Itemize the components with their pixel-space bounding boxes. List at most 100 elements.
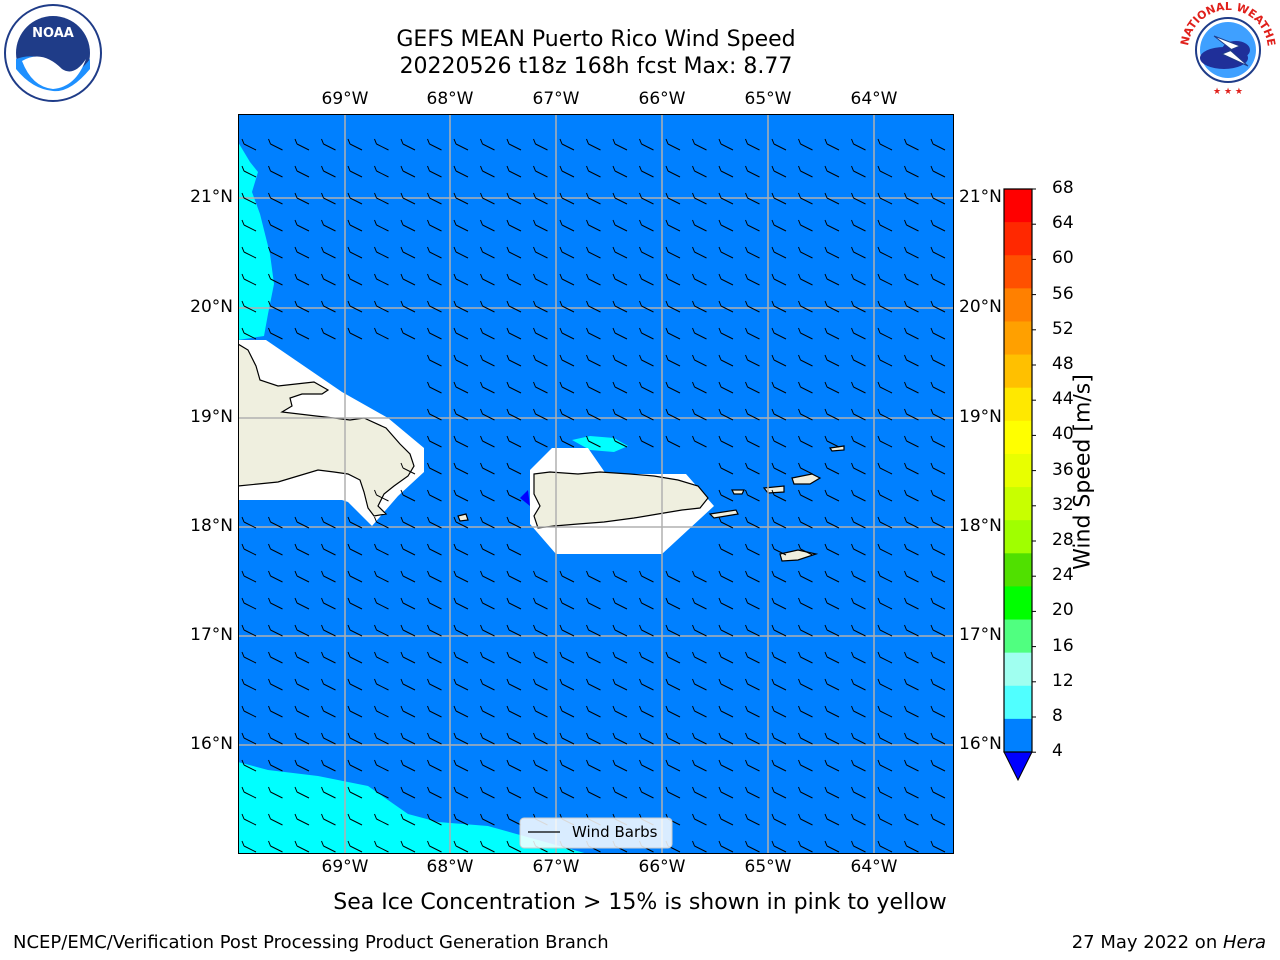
wind-barb [347,192,363,205]
lat-right-label: 19°N [959,407,1002,427]
colorbar-tick-label: 56 [1052,283,1074,304]
wind-barb [347,516,363,529]
wind-barb [374,273,389,286]
lat-left-label: 20°N [190,297,233,317]
wind-barb [718,192,734,205]
wind-barb [400,813,416,826]
wind-barb [321,192,336,205]
wind-barb [639,786,654,799]
wind-barb [904,435,919,448]
wind-barb [930,435,946,448]
wind-barb [268,732,283,745]
wind-barb [321,300,336,313]
wind-barb [718,138,734,151]
wind-barb [771,489,787,502]
wind-barb [533,759,548,772]
wind-barb [877,624,893,637]
wind-barb [374,624,389,637]
wind-barb [294,192,310,205]
wind-barb [692,219,707,232]
wind-barb [268,273,283,286]
wind-barb [930,219,946,232]
wind-barb [612,759,628,772]
wind-barb [559,408,575,421]
wind-barb [639,597,654,610]
wind-barb [904,813,919,826]
wind-barb [745,192,760,205]
wind-barb [321,786,336,799]
wind-barb [904,516,919,529]
wind-barb [665,759,681,772]
wind-barb [453,246,469,259]
wind-barb [268,759,283,772]
wind-barb [665,192,681,205]
wind-barb [586,408,601,421]
wind-barb [665,597,681,610]
wind-barb [559,138,575,151]
wind-barb [453,705,469,718]
wind-barb [692,165,707,178]
wind-barb [877,273,893,286]
wind-barb [851,462,866,475]
wind-barb [427,543,442,556]
chart-subtitle: 20220526 t18z 168h fcst Max: 8.77 [399,54,793,79]
wind-barb [851,489,866,502]
wind-barb [480,354,495,367]
wind-barb [480,489,495,502]
wind-barb [824,219,840,232]
wind-barb [612,273,628,286]
wind-barb [427,327,442,340]
wind-barb [453,327,469,340]
wind-barb [453,840,469,853]
wind-barb [692,786,707,799]
wind-barb [347,651,363,664]
wind-barb [639,381,654,394]
puerto-rico-land [533,471,709,529]
wind-barb [400,273,416,286]
wind-barb [321,840,336,853]
wind-barb [930,840,946,853]
lat-right-label: 16°N [959,734,1002,754]
wind-barb [374,840,389,853]
wind-barb [798,219,813,232]
lon-top-label: 66°W [638,89,686,109]
wind-barb [771,354,787,367]
wind-barb [480,192,495,205]
wind-barb [559,570,575,583]
wind-barb [533,624,548,637]
wind-barb [559,678,575,691]
wind-barb [824,192,840,205]
wind-barb [453,489,469,502]
wind-barb [374,732,389,745]
wind-barb [930,408,946,421]
wind-barb [745,732,760,745]
wind-barb [824,165,840,178]
noaa-logo: NOAA [2,3,104,107]
wind-barb [533,651,548,664]
wind-barb [692,138,707,151]
wind-barb [665,786,681,799]
wind-barb [904,840,919,853]
wind-barb [427,381,442,394]
date-stamp: 27 May 2022 on Hera [1072,932,1266,953]
wind-barb [612,678,628,691]
wind-barb [559,273,575,286]
wind-barb [718,678,734,691]
wind-barb [321,165,336,178]
wind-barb [745,381,760,394]
wind-barb [241,543,257,556]
wind-barb [612,786,628,799]
wind-barb [427,354,442,367]
wind-barb [321,219,336,232]
wind-barb [798,246,813,259]
wind-barb [877,516,893,529]
wind-barb [877,300,893,313]
colorbar-scale [1003,188,1036,782]
wind-barb [453,813,469,826]
wind-barb [877,165,893,178]
wind-barb [771,327,787,340]
wind-barb [480,678,495,691]
wind-barb [427,651,442,664]
wind-barb [427,813,442,826]
wind-barb [533,273,548,286]
